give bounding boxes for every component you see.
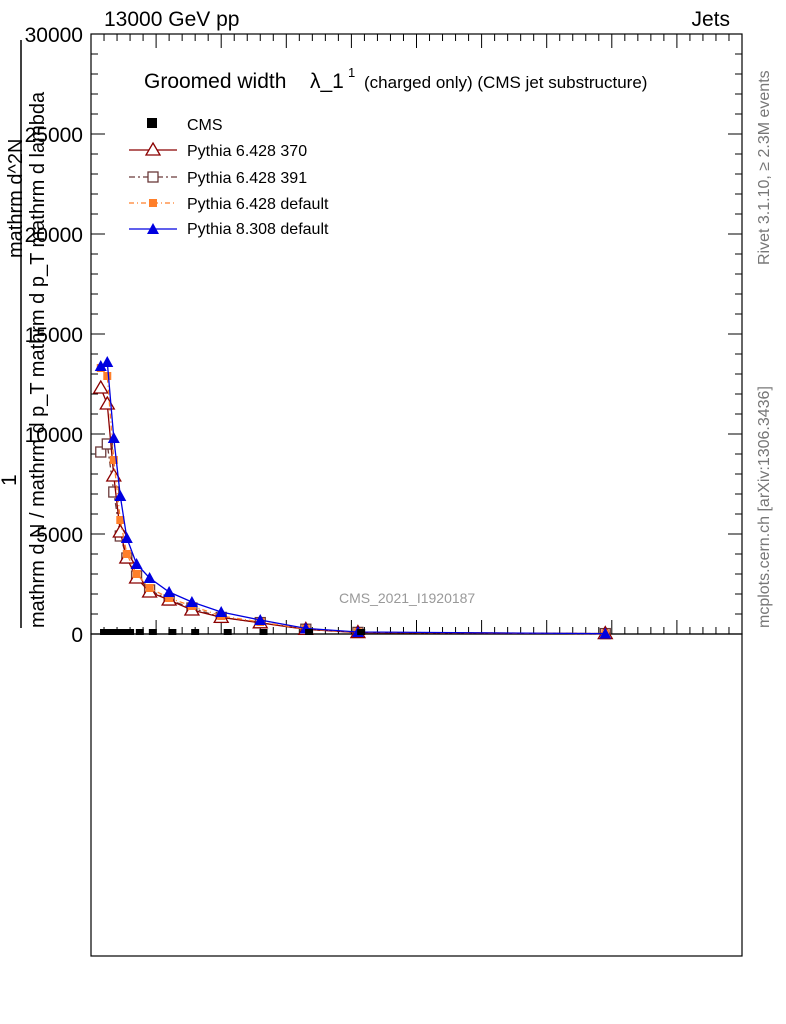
y-axis-label-top: mathrm d^2N	[5, 139, 27, 258]
legend-label-py8-default: Pythia 8.308 default	[187, 221, 329, 238]
data-point-pythia-6-428-default	[103, 372, 112, 380]
y-tick-label: 5000	[36, 524, 83, 547]
legend-marker-py6-391	[147, 171, 159, 183]
data-point-pythia-6-428-370	[112, 523, 129, 538]
y-tick-label: 15000	[25, 324, 83, 347]
data-point-pythia-8-308-default	[94, 360, 107, 371]
chart-title-main: Groomed width	[144, 70, 286, 93]
data-point-cms	[106, 629, 115, 635]
data-point-cms	[259, 629, 268, 635]
y-axis-label-numerator: 1	[0, 474, 21, 486]
data-point-pythia-8-308-default	[185, 596, 198, 607]
y-tick-label: 25000	[25, 124, 83, 147]
data-point-cms	[223, 629, 232, 635]
series-line-pythia-8-308-default	[100, 360, 606, 635]
data-point-cms	[126, 629, 135, 635]
data-point-cms	[113, 629, 122, 635]
data-point-pythia-6-428-391	[95, 446, 107, 458]
data-point-pythia-6-428-370	[99, 395, 116, 410]
y-tick-label: 10000	[25, 424, 83, 447]
data-point-cms	[168, 629, 177, 635]
data-point-pythia-8-308-default	[114, 490, 127, 501]
data-point-cms	[148, 629, 157, 635]
y-axis-label-denominator: mathrm d N / mathrm d p_T mathrm d p_T m…	[27, 91, 49, 628]
chart-title-rest: (charged only) (CMS jet substructure)	[364, 73, 647, 92]
data-point-pythia-6-428-default	[116, 516, 125, 524]
data-point-pythia-6-428-default	[122, 550, 131, 558]
header-right: Jets	[691, 8, 730, 31]
data-point-pythia-8-308-default	[143, 572, 156, 583]
legend-label-cms: CMS	[187, 117, 223, 134]
legend-label-py6-391: Pythia 6.428 391	[187, 170, 307, 187]
data-point-pythia-6-428-default	[165, 594, 174, 602]
legend-label-py6-default: Pythia 6.428 default	[187, 196, 329, 213]
data-point-cms	[305, 629, 314, 635]
y-tick-label: 0	[71, 624, 83, 647]
data-point-pythia-6-428-default	[132, 570, 141, 578]
series-group	[92, 356, 614, 640]
data-point-cms	[119, 629, 128, 635]
legend-marker-py8-default	[147, 223, 159, 234]
data-point-pythia-8-308-default	[101, 356, 114, 367]
axes-group: 0 5000 10000 15000 20000 25000 30000	[25, 24, 743, 647]
chart-title-symbol: λ_1	[310, 70, 344, 93]
legend: CMS Pythia 6.428 370 Pythia 6.428 391 Py…	[129, 117, 329, 238]
y-tick-label: 20000	[25, 224, 83, 247]
data-point-pythia-6-428-default	[109, 456, 118, 464]
data-point-pythia-8-308-default	[215, 606, 228, 617]
header-left: 13000 GeV pp	[104, 8, 240, 31]
data-point-cms	[100, 629, 109, 635]
series-line-pythia-6-428-default	[100, 367, 606, 635]
data-point-pythia-8-308-default	[254, 614, 267, 625]
y-tick-label: 30000	[25, 24, 83, 47]
data-point-pythia-6-428-391	[101, 438, 113, 450]
data-point-pythia-6-428-391	[108, 486, 120, 498]
data-point-pythia-8-308-default	[163, 586, 176, 597]
data-point-pythia-8-308-default	[599, 627, 612, 639]
legend-marker-py6-370	[144, 141, 162, 156]
data-point-cms	[135, 629, 144, 635]
data-point-pythia-8-308-default	[120, 532, 133, 543]
ratio-plot-frame	[90, 633, 743, 957]
legend-marker-cms	[147, 118, 157, 128]
data-point-pythia-8-308-default	[130, 558, 143, 569]
data-point-cms	[357, 629, 366, 635]
data-point-cms	[191, 629, 200, 635]
data-point-pythia-6-428-370	[92, 379, 109, 394]
analysis-label: CMS_2021_I1920187	[339, 590, 475, 606]
legend-marker-py6-default	[149, 199, 157, 207]
series-line-pythia-6-428-391	[100, 442, 606, 635]
legend-label-py6-370: Pythia 6.428 370	[187, 143, 307, 160]
data-point-pythia-8-308-default	[107, 432, 120, 443]
chart-title-sup: 1	[348, 65, 355, 80]
data-point-pythia-6-428-default	[145, 584, 154, 592]
